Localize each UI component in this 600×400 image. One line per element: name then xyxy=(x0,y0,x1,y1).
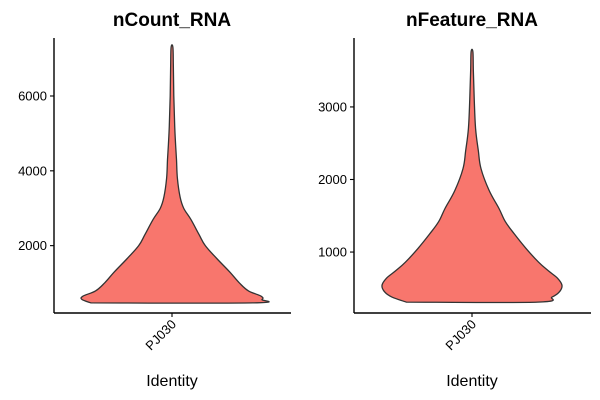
y-tick-label: 1000 xyxy=(318,245,347,260)
y-ticks: 1000 2000 3000 xyxy=(318,99,354,260)
violin-pj030 xyxy=(80,44,270,304)
y-tick-label: 2000 xyxy=(18,238,47,253)
panel-ncount-rna: nCount_RNA 2000 4000 6000 PJ030 Identity xyxy=(18,10,291,390)
x-axis-label: Identity xyxy=(146,373,198,390)
violin-layer xyxy=(80,44,270,304)
violin-layer xyxy=(381,48,563,304)
y-tick-label: 3000 xyxy=(318,99,347,114)
x-tick-label: PJ030 xyxy=(142,317,179,354)
violin-pj030 xyxy=(381,48,563,304)
y-tick-label: 2000 xyxy=(318,172,347,187)
panel-title: nFeature_RNA xyxy=(406,10,538,31)
x-axis-label: Identity xyxy=(446,373,498,390)
panel-title: nCount_RNA xyxy=(113,10,231,31)
y-tick-label: 6000 xyxy=(18,88,47,103)
panel-nfeature-rna: nFeature_RNA 1000 2000 3000 PJ030 Identity xyxy=(318,10,591,390)
x-tick-label: PJ030 xyxy=(442,317,479,354)
y-ticks: 2000 4000 6000 xyxy=(18,88,54,253)
y-tick-label: 4000 xyxy=(18,163,47,178)
x-ticks: PJ030 xyxy=(442,313,479,353)
x-ticks: PJ030 xyxy=(142,313,179,353)
